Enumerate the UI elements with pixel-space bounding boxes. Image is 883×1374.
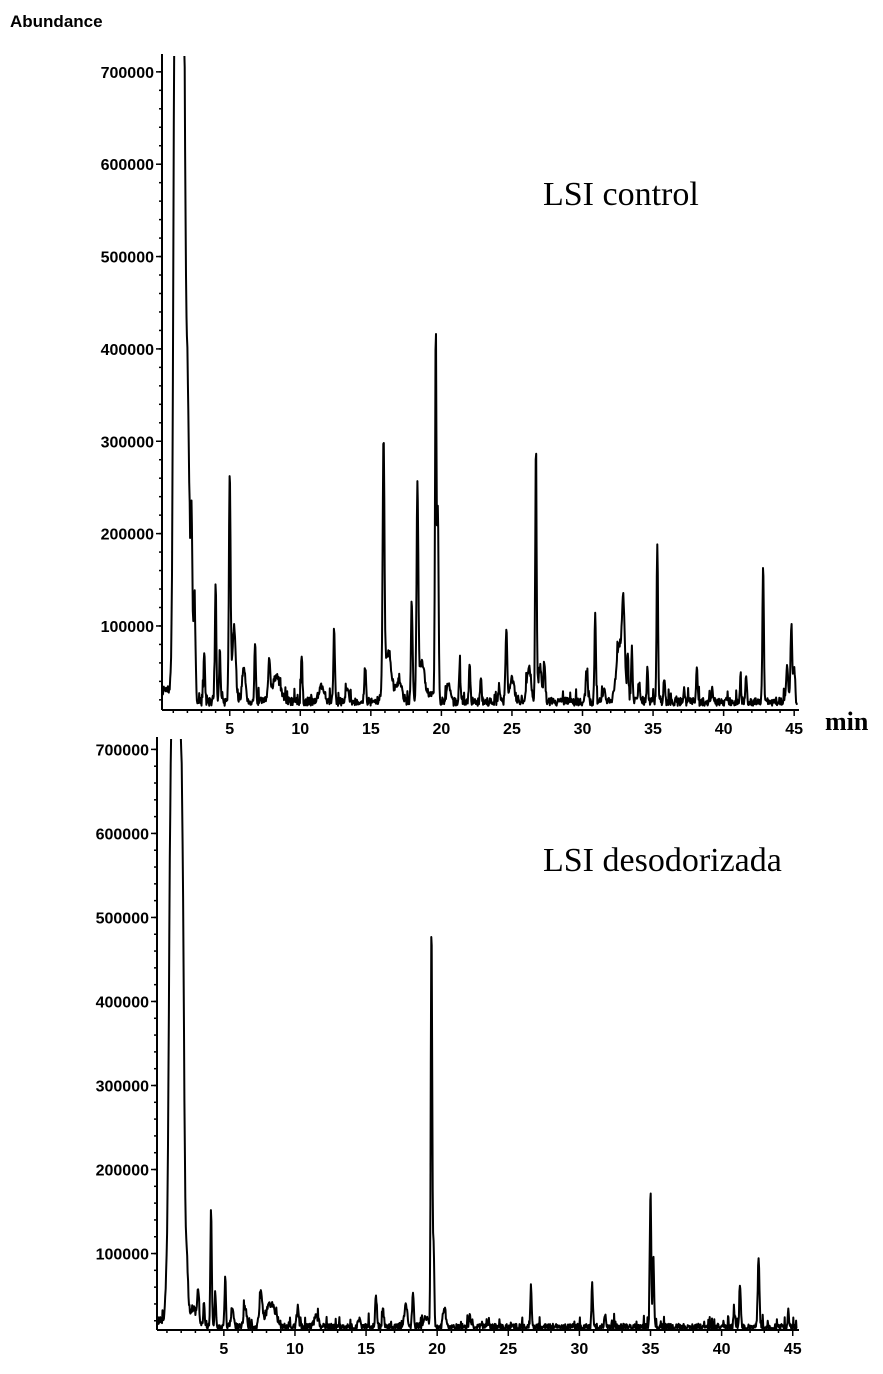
x-tick-label: 45 [785, 721, 803, 738]
y-tick-label: 500000 [101, 250, 154, 267]
x-tick-label: 40 [713, 1341, 731, 1358]
chromatogram-trace [162, 56, 798, 707]
y-tick-label: 100000 [96, 1247, 149, 1264]
x-tick-label: 25 [499, 1341, 517, 1358]
y-tick-label: 200000 [101, 527, 154, 544]
y-tick-label: 300000 [96, 1078, 149, 1095]
x-tick-label: 20 [428, 1341, 446, 1358]
y-tick-label: 600000 [96, 826, 149, 843]
panel-top-annotation: LSI control [543, 176, 699, 213]
x-tick-label: 5 [219, 1341, 228, 1358]
x-tick-label: 10 [286, 1341, 304, 1358]
panel-bottom-annotation: LSI desodorizada [543, 842, 782, 879]
panel-top-chromatogram: 100000 200000 300000 400000 500000 600000 7000… [101, 54, 803, 738]
panel-bottom-chromatogram: 100000 200000 300000 400000 500000 600000 7000… [96, 737, 802, 1358]
y-tick-label: 700000 [96, 742, 149, 759]
y-tick-label: 500000 [96, 910, 149, 927]
y-tick-label: 400000 [101, 342, 154, 359]
x-tick-label: 5 [225, 721, 234, 738]
y-axis-label: Abundance [10, 12, 103, 31]
y-tick-label: 300000 [101, 434, 154, 451]
y-tick-label: 400000 [96, 994, 149, 1011]
x-tick-label: 15 [357, 1341, 375, 1358]
x-tick-label: 30 [571, 1341, 589, 1358]
x-tick-label: 25 [503, 721, 521, 738]
x-tick-label: 40 [715, 721, 733, 738]
y-tick-label: 100000 [101, 619, 154, 636]
y-tick-label: 700000 [101, 65, 154, 82]
y-tick-label: 200000 [96, 1163, 149, 1180]
chromatogram-trace [157, 739, 798, 1330]
x-tick-label: 45 [784, 1341, 802, 1358]
x-tick-label: 15 [362, 721, 380, 738]
x-tick-label: 35 [642, 1341, 660, 1358]
y-tick-label: 600000 [101, 157, 154, 174]
x-tick-label: 35 [644, 721, 662, 738]
x-tick-label: 10 [291, 721, 309, 738]
x-tick-label: 30 [574, 721, 592, 738]
x-axis-unit-label: min [825, 707, 869, 736]
x-tick-label: 20 [433, 721, 451, 738]
